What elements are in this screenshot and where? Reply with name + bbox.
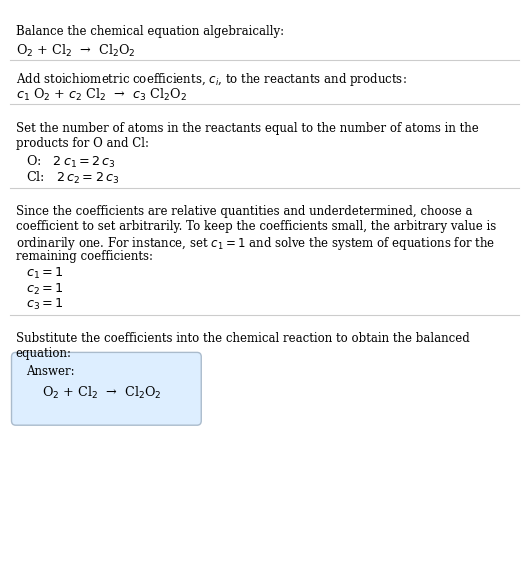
Text: Balance the chemical equation algebraically:: Balance the chemical equation algebraica… <box>16 24 284 37</box>
Text: O$_2$ + Cl$_2$  →  Cl$_2$O$_2$: O$_2$ + Cl$_2$ → Cl$_2$O$_2$ <box>42 384 161 401</box>
Text: coefficient to set arbitrarily. To keep the coefficients small, the arbitrary va: coefficient to set arbitrarily. To keep … <box>16 219 496 232</box>
Text: Cl:   $2\,c_2 = 2\,c_3$: Cl: $2\,c_2 = 2\,c_3$ <box>26 170 120 185</box>
Text: O$_2$ + Cl$_2$  →  Cl$_2$O$_2$: O$_2$ + Cl$_2$ → Cl$_2$O$_2$ <box>16 43 135 59</box>
Text: $c_2 = 1$: $c_2 = 1$ <box>26 282 63 297</box>
Text: Set the number of atoms in the reactants equal to the number of atoms in the: Set the number of atoms in the reactants… <box>16 122 478 135</box>
Text: ordinarily one. For instance, set $c_1 = 1$ and solve the system of equations fo: ordinarily one. For instance, set $c_1 =… <box>16 235 495 252</box>
FancyBboxPatch shape <box>12 353 201 425</box>
Text: Since the coefficients are relative quantities and underdetermined, choose a: Since the coefficients are relative quan… <box>16 205 472 218</box>
Text: remaining coefficients:: remaining coefficients: <box>16 249 153 263</box>
Text: Substitute the coefficients into the chemical reaction to obtain the balanced: Substitute the coefficients into the che… <box>16 332 469 345</box>
Text: Add stoichiometric coefficients, $c_i$, to the reactants and products:: Add stoichiometric coefficients, $c_i$, … <box>16 71 406 88</box>
Text: O:   $2\,c_1 = 2\,c_3$: O: $2\,c_1 = 2\,c_3$ <box>26 154 116 170</box>
Text: $c_1 = 1$: $c_1 = 1$ <box>26 266 63 281</box>
Text: $c_3 = 1$: $c_3 = 1$ <box>26 298 63 312</box>
Text: Answer:: Answer: <box>26 365 75 378</box>
Text: products for O and Cl:: products for O and Cl: <box>16 137 149 150</box>
Text: $c_1$ O$_2$ + $c_2$ Cl$_2$  →  $c_3$ Cl$_2$O$_2$: $c_1$ O$_2$ + $c_2$ Cl$_2$ → $c_3$ Cl$_2… <box>16 87 187 103</box>
Text: equation:: equation: <box>16 347 71 360</box>
